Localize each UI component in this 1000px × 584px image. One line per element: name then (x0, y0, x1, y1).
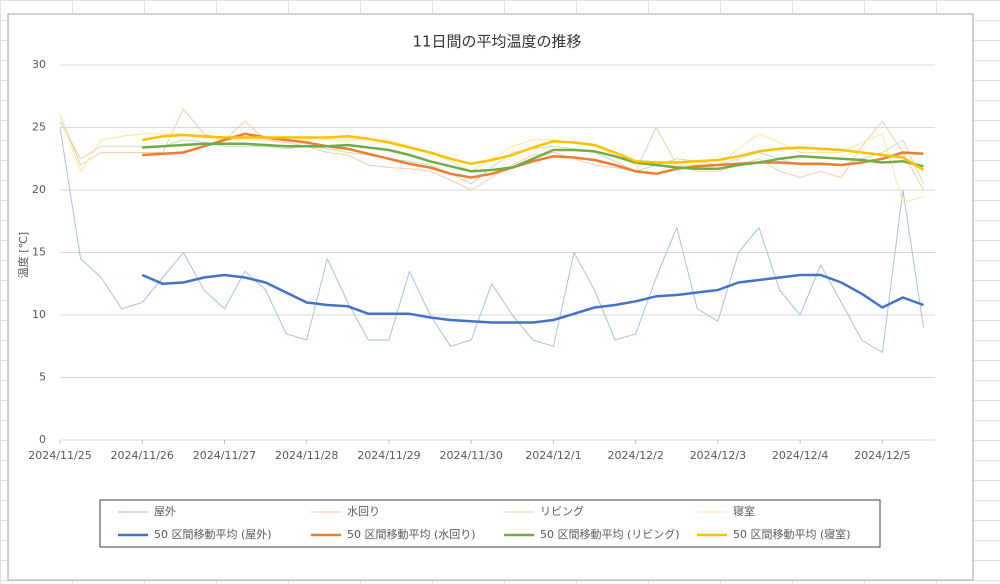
legend-label: 水回り (347, 505, 380, 518)
legend-label: 50 区間移動平均 (水回り) (347, 527, 476, 541)
y-tick-label: 10 (32, 308, 46, 321)
y-tick-label: 30 (32, 58, 46, 71)
legend-label: 寝室 (733, 504, 755, 518)
x-tick-label: 2024/12/1 (525, 449, 581, 462)
x-tick-label: 2024/11/25 (28, 449, 91, 462)
y-axis-label: 温度 [℃] (16, 232, 30, 278)
x-tick-label: 2024/11/30 (439, 449, 502, 462)
series-line (142, 142, 924, 173)
y-tick-label: 0 (39, 433, 46, 446)
x-tick-label: 2024/12/2 (607, 449, 663, 462)
x-tick-label: 2024/11/27 (193, 449, 256, 462)
y-tick-label: 5 (39, 371, 46, 384)
x-tick-label: 2024/12/3 (690, 449, 746, 462)
y-tick-label: 15 (32, 246, 46, 259)
legend-label: 屋外 (154, 505, 176, 518)
y-tick-label: 20 (32, 183, 46, 196)
x-tick-label: 2024/11/26 (111, 449, 174, 462)
series-line (59, 108, 924, 191)
x-tick-label: 2024/12/5 (854, 449, 910, 462)
chart-area (7, 13, 974, 581)
legend-label: 50 区間移動平均 (寝室) (733, 527, 851, 541)
legend-box (99, 499, 881, 548)
series-line (141, 273, 924, 324)
series-line (59, 127, 924, 353)
legend-label: リビング (540, 504, 584, 518)
legend-label: 50 区間移動平均 (屋外) (154, 527, 272, 541)
legend-label: 50 区間移動平均 (リビング) (540, 527, 680, 541)
x-tick-label: 2024/11/28 (275, 449, 338, 462)
x-tick-label: 2024/12/4 (772, 449, 828, 462)
x-tick-label: 2024/11/29 (357, 449, 420, 462)
y-tick-label: 25 (32, 121, 46, 134)
series-line (141, 133, 925, 172)
chart-title: 11日間の平均温度の推移 (412, 33, 581, 51)
